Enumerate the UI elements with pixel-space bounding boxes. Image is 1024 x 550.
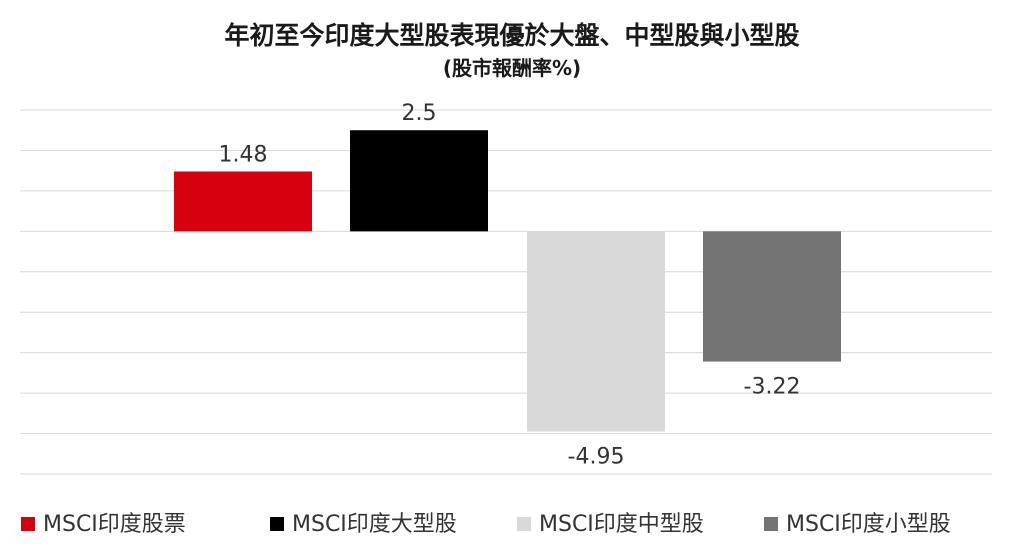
legend-swatch xyxy=(517,517,531,531)
data-label: 2.5 xyxy=(402,101,437,126)
data-label: -4.95 xyxy=(568,445,625,470)
chart-title: 年初至今印度大型股表現優於大盤、中型股與小型股 xyxy=(224,21,799,50)
legend-label: MSCI印度中型股 xyxy=(539,512,704,537)
data-label: 1.48 xyxy=(219,142,268,167)
chart-subtitle: (股市報酬率%) xyxy=(443,56,581,80)
bar xyxy=(703,231,841,362)
gridlines xyxy=(20,109,992,475)
legend-swatch xyxy=(21,517,35,531)
bar xyxy=(174,171,312,232)
legend-label: MSCI印度大型股 xyxy=(292,512,457,537)
legend: MSCI印度股票 MSCI印度大型股 MSCI印度中型股 MSCI印度小型股 xyxy=(21,512,951,537)
bar xyxy=(350,130,488,232)
legend-label: MSCI印度股票 xyxy=(43,512,186,537)
bar xyxy=(527,231,665,432)
legend-swatch xyxy=(764,517,778,531)
legend-label: MSCI印度小型股 xyxy=(786,512,951,537)
legend-swatch xyxy=(270,517,284,531)
data-label: -3.22 xyxy=(744,375,801,400)
data-labels: 1.48 2.5 -4.95 -3.22 xyxy=(219,101,801,469)
bars xyxy=(174,130,841,432)
